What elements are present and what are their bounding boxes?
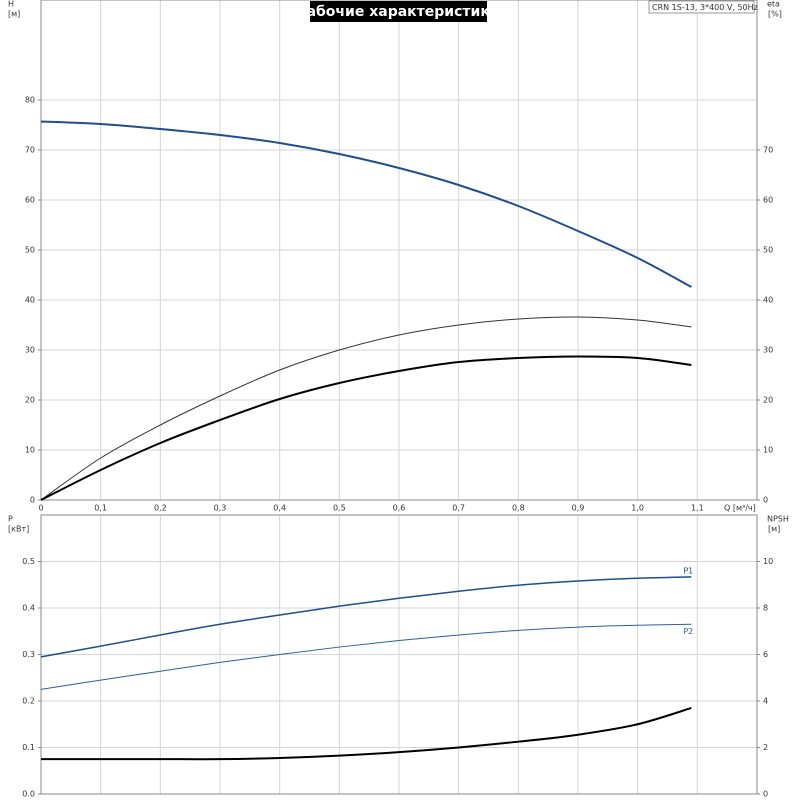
y2-tick-label: 0 (763, 496, 768, 505)
title-box (310, 1, 487, 22)
series-label: P2 (683, 627, 693, 636)
x-tick-label: 0,8 (512, 504, 525, 513)
series-label: P1 (683, 566, 693, 575)
x-tick-label: 0,7 (452, 504, 465, 513)
plot-frame (40, 514, 758, 795)
y-axis-label: H (8, 0, 14, 9)
y-axis-label: P (8, 515, 13, 524)
y-tick-label: 0 (30, 496, 35, 505)
y2-tick-label: 0 (763, 790, 768, 799)
series-line (40, 355, 692, 501)
y2-tick-label: 60 (763, 196, 773, 205)
x-tick-label: 1,1 (691, 504, 704, 513)
x-tick-label: 0,6 (393, 504, 406, 513)
y2-tick-label: 10 (763, 446, 773, 455)
x-tick-label: 0,1 (94, 504, 107, 513)
chart-title: Рабочие характеристики (296, 4, 499, 20)
y-tick-label: 0.0 (22, 790, 35, 799)
y-tick-label: 0.5 (22, 557, 35, 566)
y2-tick-label: 6 (763, 650, 768, 659)
series-line (40, 316, 692, 501)
y2-tick-label: 8 (763, 604, 768, 613)
y2-axis-label: eta (767, 0, 780, 9)
y-axis-unit: [кВт] (8, 525, 29, 534)
x-tick-label: 0 (38, 504, 43, 513)
y2-tick-label: 50 (763, 246, 773, 255)
y-tick-label: 30 (25, 346, 35, 355)
y2-axis-unit: [%] (768, 10, 782, 19)
series-line (40, 623, 692, 690)
y-tick-label: 70 (25, 146, 35, 155)
y2-tick-label: 2 (763, 743, 768, 752)
x-tick-label: 0,4 (273, 504, 286, 513)
x-axis-label: Q [м³/ч] (724, 504, 756, 513)
y-tick-label: 0.3 (22, 650, 35, 659)
y2-axis-label: NPSH (767, 515, 789, 524)
y-tick-label: 0.4 (22, 604, 35, 613)
model-box (648, 0, 755, 14)
y-tick-label: 80 (25, 96, 35, 105)
y2-axis-unit: [м] (768, 525, 780, 534)
y-tick-label: 0.2 (22, 697, 35, 706)
y-tick-label: 20 (25, 396, 35, 405)
y-tick-label: 10 (25, 446, 35, 455)
y2-tick-label: 20 (763, 396, 773, 405)
x-tick-label: 1,0 (631, 504, 644, 513)
y2-tick-label: 40 (763, 296, 773, 305)
y-tick-label: 40 (25, 296, 35, 305)
series-line (40, 120, 692, 288)
series-line (40, 576, 692, 658)
model-label: CRN 1S-13, 3*400 V, 50Hz (652, 3, 758, 12)
y-tick-label: 50 (25, 246, 35, 255)
y2-tick-label: 10 (763, 557, 773, 566)
plot-frame (40, 0, 758, 501)
x-tick-label: 0,5 (333, 504, 346, 513)
x-tick-label: 0,2 (154, 504, 167, 513)
series-line (40, 707, 692, 761)
y2-tick-label: 4 (763, 697, 768, 706)
y-tick-label: 60 (25, 196, 35, 205)
y-axis-unit: [м] (8, 10, 20, 19)
y-tick-label: 0.1 (22, 743, 35, 752)
y2-tick-label: 30 (763, 346, 773, 355)
x-tick-label: 0,9 (572, 504, 585, 513)
y2-tick-label: 70 (763, 146, 773, 155)
x-tick-label: 0,3 (214, 504, 227, 513)
